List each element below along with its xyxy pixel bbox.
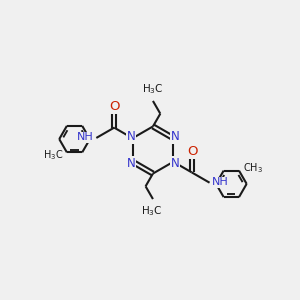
Text: NH: NH: [77, 132, 94, 142]
Text: N: N: [127, 130, 135, 143]
Text: O: O: [187, 145, 197, 158]
Text: $\mathregular{H_3C}$: $\mathregular{H_3C}$: [43, 148, 63, 162]
Text: O: O: [109, 100, 119, 113]
Text: N: N: [127, 157, 135, 170]
Text: $\mathregular{CH_3}$: $\mathregular{CH_3}$: [242, 161, 262, 175]
Text: N: N: [170, 130, 179, 143]
Text: $\mathregular{H_3C}$: $\mathregular{H_3C}$: [141, 204, 162, 218]
Text: N: N: [170, 157, 179, 170]
Text: NH: NH: [212, 177, 229, 187]
Text: $\mathregular{H_3C}$: $\mathregular{H_3C}$: [142, 82, 164, 96]
